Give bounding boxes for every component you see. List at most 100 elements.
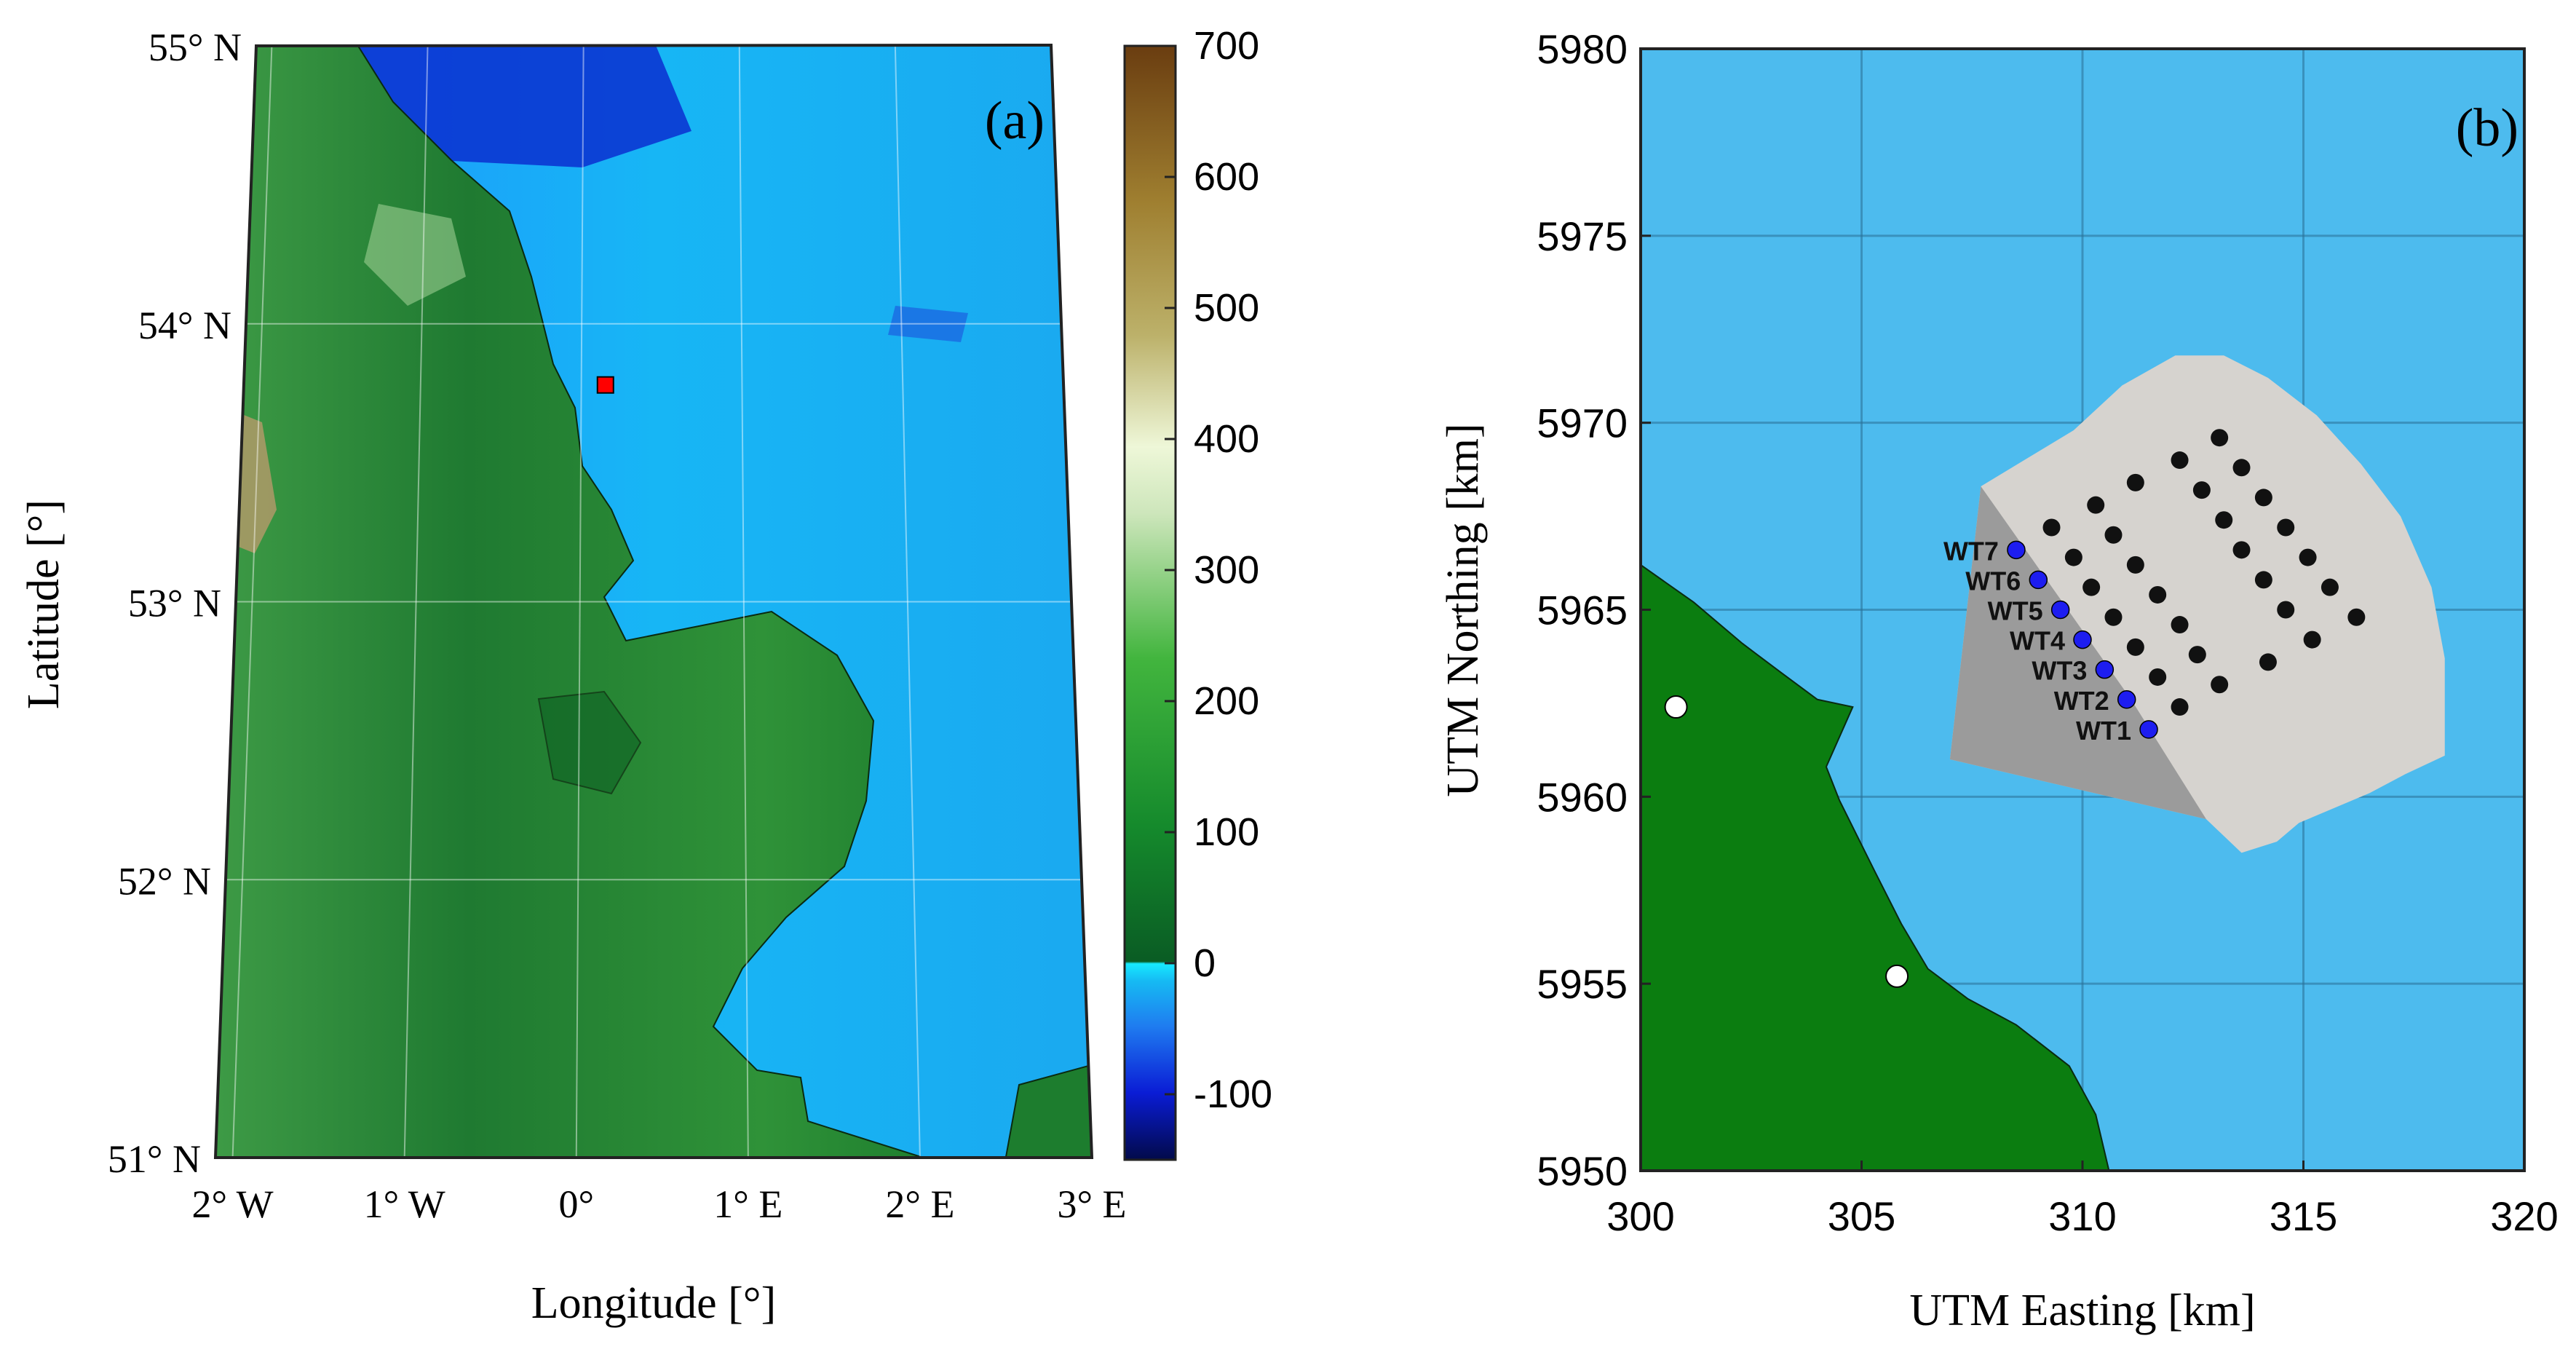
labelled-turbine-marker	[2139, 720, 2158, 739]
x-tick-label: 315	[2270, 1193, 2337, 1239]
turbine-label: WT6	[1965, 566, 2021, 596]
coastline-land	[1641, 564, 2110, 1171]
colorbar-tick-label: 600	[1194, 155, 1259, 199]
turbine-label: WT7	[1943, 536, 1999, 566]
y-tick-label: 5955	[1537, 961, 1628, 1007]
turbine-marker	[2042, 518, 2061, 537]
turbine-label: WT5	[1988, 596, 2043, 626]
graticule-meridian	[403, 45, 429, 1158]
moorland-patch	[364, 204, 466, 306]
map-a-frame	[213, 43, 1094, 1159]
turbine-marker	[2087, 496, 2105, 514]
lon-tick-label: 3° E	[1057, 1182, 1126, 1226]
labelled-turbine-marker	[2050, 600, 2070, 620]
y-tick-label: 5980	[1537, 26, 1628, 72]
turbine-marker	[2347, 608, 2366, 626]
y-tick-label: 5965	[1537, 588, 1628, 633]
turbine-marker	[2303, 630, 2321, 649]
turbines	[2042, 429, 2366, 716]
met-station-marker	[1885, 964, 1909, 988]
turbine-label: WT2	[2054, 686, 2109, 716]
graticule-meridian	[575, 45, 584, 1158]
lon-tick-labels: 2° W 1° W 0° 1° E 2° E 3° E	[192, 1182, 1127, 1226]
lon-tick-label: 2° E	[885, 1182, 954, 1226]
colorbar-tick-label: 700	[1194, 24, 1259, 68]
labelled-turbine-marker	[2007, 540, 2026, 560]
met-stations	[1664, 695, 1909, 988]
graticule-meridian	[231, 45, 273, 1158]
x-tick-label: 300	[1606, 1193, 1674, 1239]
turbine-marker	[2126, 473, 2144, 491]
x-axis-label-a: Longitude [°]	[531, 1278, 776, 1328]
turbine-label: WT4	[2010, 626, 2065, 656]
lon-tick-label: 2° W	[192, 1182, 274, 1226]
colorbar-tick-label: 0	[1194, 941, 1216, 985]
turbine-marker	[2259, 653, 2277, 671]
turbine-marker	[2232, 541, 2251, 559]
land-area	[215, 45, 947, 1158]
colorbar-tick-label: 100	[1194, 810, 1259, 854]
graticule-meridian	[894, 45, 921, 1158]
y-tick-label: 5950	[1537, 1148, 1628, 1194]
y-tick-label: 5960	[1537, 774, 1628, 820]
y-tick-label: 5970	[1537, 400, 1628, 446]
graticule-meridian	[738, 45, 749, 1158]
turbine-marker	[2277, 601, 2295, 619]
turbine-marker	[2082, 578, 2101, 596]
x-tick-label: 310	[2048, 1193, 2116, 1239]
lon-tick-label: 0°	[558, 1182, 594, 1226]
panel-a-label: (a)	[985, 91, 1045, 151]
colorbar-tick-label: 200	[1194, 679, 1259, 723]
turbine-marker	[2277, 518, 2295, 537]
turbine-marker	[2215, 511, 2233, 529]
met-station-marker	[1664, 695, 1688, 719]
labelled-turbine-marker	[2029, 570, 2048, 590]
x-tick-label: 305	[1828, 1193, 1895, 1239]
panel-a: (a) 55° N 54° N 53° N 52° N 51° N 2° W 1° W 0°…	[19, 24, 1272, 1328]
turbine-marker	[2171, 698, 2189, 716]
turbine-marker	[2254, 489, 2272, 507]
lat-tick-label: 53° N	[128, 582, 221, 625]
turbine-label: WT1	[2076, 716, 2131, 746]
turbine-label: WT3	[2032, 656, 2087, 686]
fenland-patch	[537, 690, 642, 795]
turbine-marker	[2299, 548, 2317, 566]
turbine-marker	[2149, 585, 2167, 604]
lat-tick-label: 55° N	[148, 25, 242, 69]
turbine-marker	[2211, 429, 2229, 447]
labelled-turbine-marker	[2095, 660, 2115, 679]
colorbar-tick-label: 500	[1194, 286, 1259, 330]
colorbar-tick-label: -100	[1194, 1072, 1272, 1116]
colorbar	[1123, 44, 1177, 1161]
turbine-marker	[2211, 676, 2229, 694]
turbine-marker	[2064, 548, 2082, 566]
turbine-marker	[2232, 459, 2251, 477]
colorbar-tick-label: 400	[1194, 417, 1259, 461]
panel-b-label: (b)	[2456, 98, 2518, 158]
turbine-marker	[2321, 578, 2339, 596]
deep-water-patch	[888, 306, 968, 342]
turbine-marker	[2192, 481, 2211, 499]
labelled-turbine-marker	[2073, 630, 2092, 649]
y-axis-label-a: Latitude [°]	[19, 499, 68, 709]
lat-tick-label: 52° N	[118, 859, 211, 903]
map-a-surface	[215, 45, 1092, 1158]
x-tick-label: 320	[2490, 1193, 2558, 1239]
turbine-marker	[2171, 451, 2189, 470]
y-tick-label: 5975	[1537, 213, 1628, 259]
wake-sector	[1949, 486, 2206, 820]
turbine-marker	[2188, 646, 2206, 664]
x-axis-label-b: UTM Easting [km]	[1909, 1286, 2255, 1335]
turbine-marker	[2171, 616, 2189, 634]
continent-land	[1003, 1061, 1092, 1158]
colorbar-tick-labels: 700 600 500 400 300 200 100 0 -100	[1165, 24, 1272, 1116]
labelled-turbine-marker	[2117, 690, 2136, 709]
turbine-marker	[2104, 608, 2123, 626]
turbine-marker	[2104, 526, 2123, 544]
turbine-marker	[2149, 668, 2167, 686]
y-axis-label-b: UTM Northing [km]	[1438, 423, 1488, 796]
turbine-marker	[2126, 556, 2144, 574]
